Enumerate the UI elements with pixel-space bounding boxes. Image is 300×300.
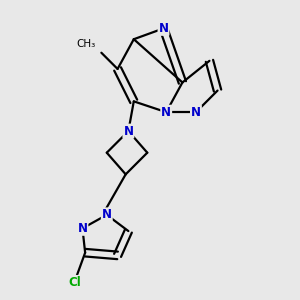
Text: N: N — [158, 22, 169, 35]
Text: N: N — [161, 106, 171, 119]
Text: N: N — [77, 222, 87, 235]
Text: N: N — [191, 106, 201, 119]
Text: N: N — [102, 208, 112, 221]
Text: CH₃: CH₃ — [77, 39, 96, 49]
Text: Cl: Cl — [68, 276, 81, 289]
Text: N: N — [123, 124, 134, 138]
